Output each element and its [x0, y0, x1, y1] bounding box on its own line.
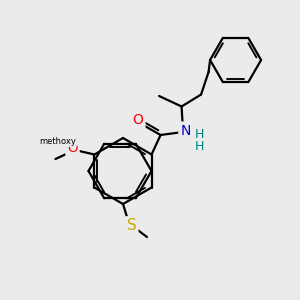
Text: O: O	[133, 113, 143, 127]
Text: O: O	[67, 142, 78, 155]
Text: N: N	[180, 124, 191, 137]
Text: H: H	[195, 128, 204, 141]
Text: S: S	[127, 218, 136, 233]
Text: H: H	[195, 140, 204, 153]
Text: methoxy: methoxy	[39, 136, 76, 146]
